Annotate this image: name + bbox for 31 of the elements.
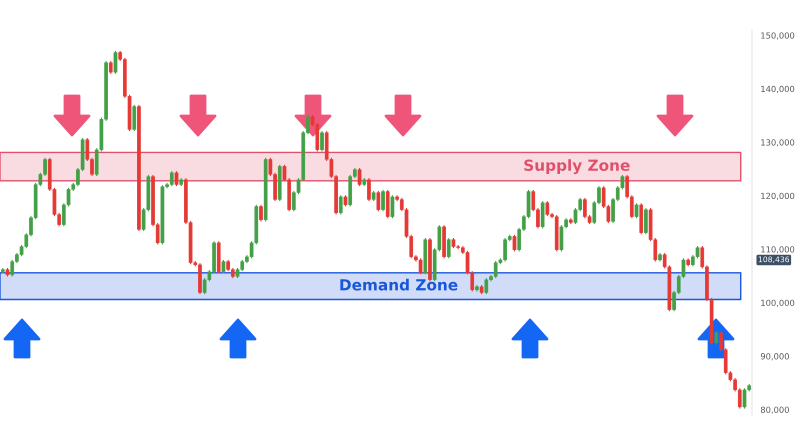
candlestick	[446, 237, 451, 259]
candlestick	[320, 130, 324, 152]
candlestick	[344, 194, 348, 208]
y-tick-label: 120,000	[761, 192, 794, 200]
candlestick	[367, 178, 371, 202]
y-tick-label: 130,000	[761, 139, 794, 146]
candlestick	[714, 330, 718, 345]
candlestick	[108, 60, 113, 74]
candlestick	[372, 190, 376, 202]
y-tick-label: 150,000	[761, 32, 794, 40]
candlestick	[480, 284, 484, 295]
candlestick	[222, 259, 226, 274]
candlestick	[114, 50, 118, 74]
candlestick	[259, 204, 263, 222]
candlestick	[644, 208, 648, 235]
candlestick	[381, 189, 385, 212]
candlestick	[512, 234, 516, 252]
candlestick	[338, 194, 343, 216]
y-tick-label: 140,000	[761, 86, 794, 93]
candlestick	[390, 194, 394, 219]
y-tick-label: 80,000	[760, 406, 789, 414]
candlestick	[376, 190, 380, 212]
y-tick-label: 110,000	[761, 246, 794, 254]
y-tick-label: 100,000	[761, 300, 794, 307]
band-label: Demand Zone	[340, 278, 458, 291]
y-tick-label: 90,000	[760, 353, 789, 360]
candlestick	[132, 104, 136, 132]
candlestick	[634, 202, 638, 219]
candlestick	[174, 170, 178, 187]
band-label: Supply Zone	[524, 159, 630, 174]
candlestick	[358, 167, 362, 187]
